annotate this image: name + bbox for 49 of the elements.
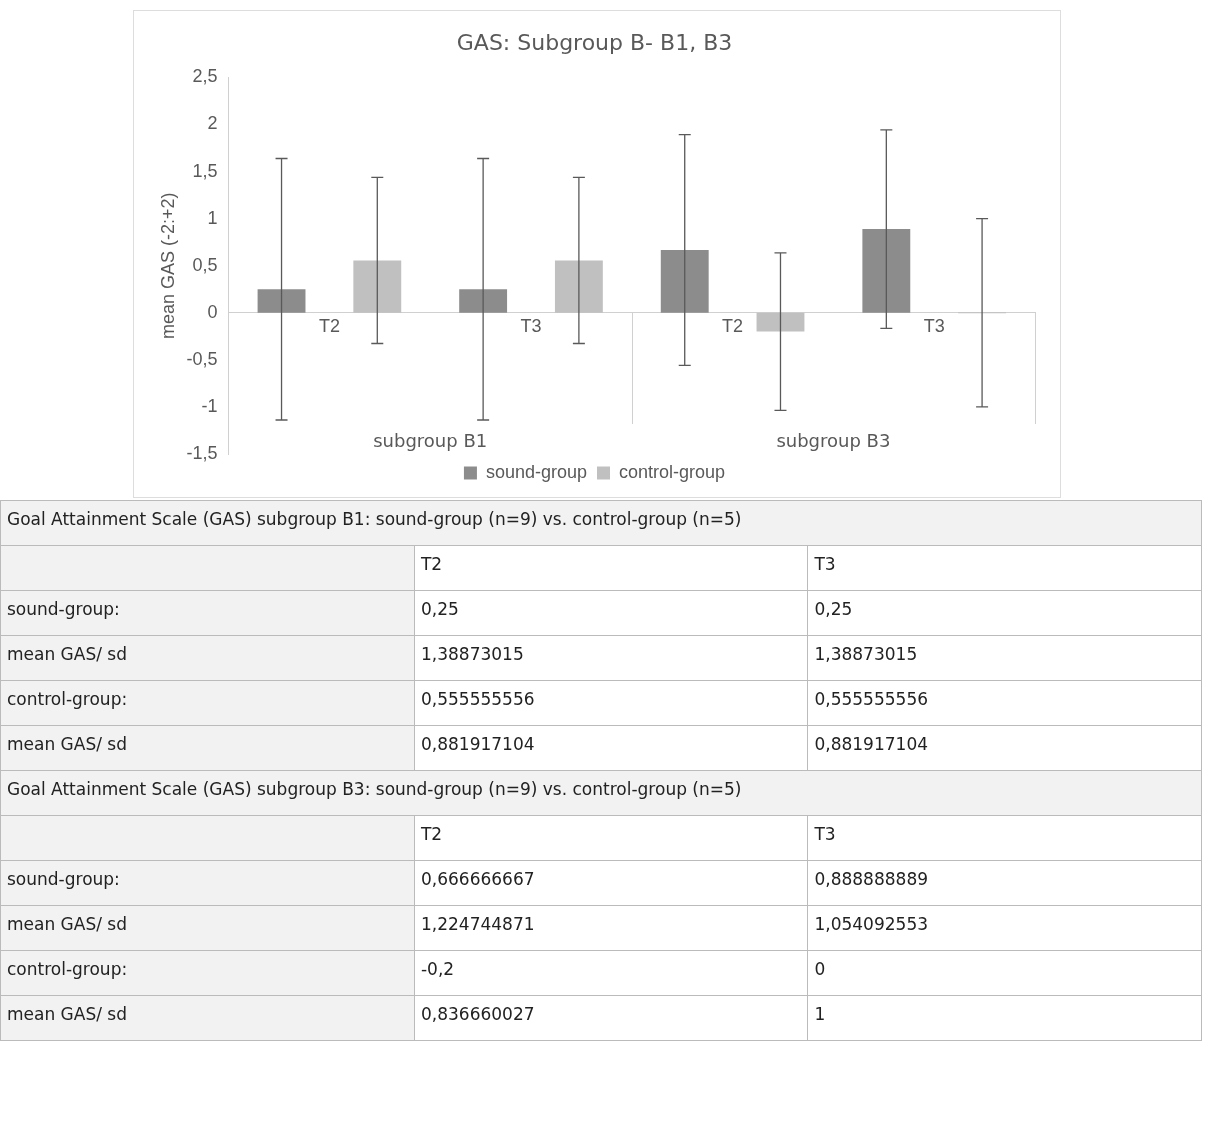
y-tick-label: 1,5 [192,160,218,181]
text: -0,2 [414,950,808,996]
text: 0,881917104 [414,725,808,771]
category-label: T3 [814,824,836,844]
text: 0,881917104 [807,725,1202,771]
text: Goal Attainment Scale (GAS) subgroup B1: sound-group (n=9) vs. control-group (n=5) [0,500,1202,546]
text: 0,888888889 [807,860,1202,906]
category-label: T3 [814,554,836,574]
text: 0,25 [414,590,808,636]
category-label: T2 [420,824,443,844]
chart-title: GAS: Subgroup B- B1, B3 [456,29,733,55]
text: 0,25 [807,590,1202,636]
text: 0,836660027 [414,995,808,1041]
x-tick-label: T2 [722,315,744,336]
annotation: subgroup B1 [373,429,488,451]
x-tick-label: T3 [923,315,945,336]
text: 0 [807,950,1202,996]
y-tick-label: -1,5 [186,442,218,463]
text: mean GAS/ sd [7,734,127,754]
text: 1,224744871 [414,905,808,951]
text: Goal Attainment Scale (GAS) subgroup B3: sound-group (n=9) vs. control-group (n=5) [0,770,1202,816]
y-tick-label: 0,5 [192,254,218,275]
y-axis-title: mean GAS (-2:+2) [157,192,178,339]
y-tick-label: -0,5 [186,348,218,369]
text: mean GAS/ sd [7,1004,127,1024]
category-label: T2 [420,554,443,574]
text: mean GAS/ sd [0,635,415,681]
legend-label: sound-group [485,461,588,482]
text: 1,054092553 [807,905,1202,951]
text: sound-group: [7,869,120,889]
y-tick-label: 1 [207,207,218,228]
y-tick-label: 0 [207,301,218,322]
y-tick-label: 2 [207,113,218,134]
x-tick-label: T2 [318,315,340,336]
text: 1,38873015 [807,635,1202,681]
legend-label: control-group [619,461,726,482]
text: 1 [807,995,1202,1041]
y-tick-label: 2,5 [192,66,218,87]
text: control-group: [0,680,415,726]
text: mean GAS/ sd [7,914,127,934]
text: control-group: [7,959,128,979]
text: 1,38873015 [414,635,808,681]
text: sound-group: [0,590,415,636]
text: 0,666666667 [414,860,808,906]
annotation: subgroup B3 [776,429,891,451]
text: 0,555555556 [807,680,1202,726]
x-tick-label: T3 [520,315,542,336]
y-tick-label: -1 [201,395,218,416]
text: 0,555555556 [414,680,808,726]
